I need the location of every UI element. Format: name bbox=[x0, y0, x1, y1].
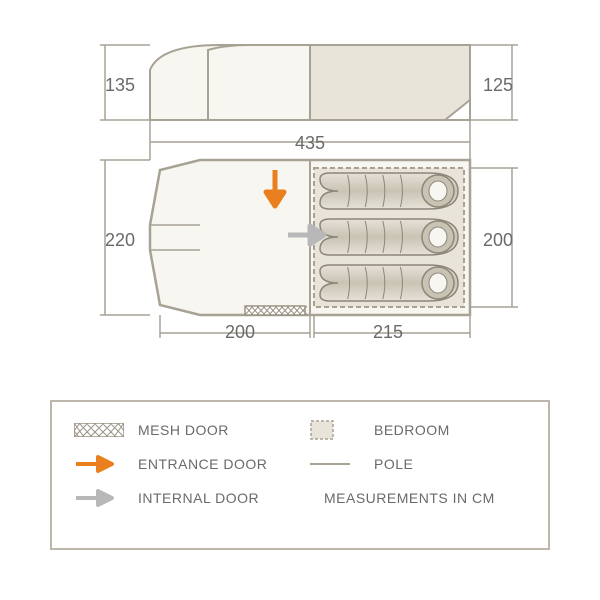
pole-icon bbox=[310, 454, 360, 474]
legend-entrance-label: ENTRANCE DOOR bbox=[138, 456, 267, 472]
mesh-icon bbox=[74, 420, 124, 440]
legend-pole-label: POLE bbox=[374, 456, 413, 472]
legend-bedroom-label: BEDROOM bbox=[374, 422, 450, 438]
dim-vestibule-length: 200 bbox=[210, 322, 270, 343]
internal-arrow-icon bbox=[74, 488, 124, 508]
legend-mesh-label: MESH DOOR bbox=[138, 422, 229, 438]
dim-total-length: 435 bbox=[260, 133, 360, 154]
legend-pole: POLE bbox=[310, 454, 526, 474]
legend-internal: INTERNAL DOOR bbox=[74, 488, 290, 508]
legend-mesh: MESH DOOR bbox=[74, 420, 290, 440]
legend-measurements-label: MEASUREMENTS IN CM bbox=[324, 490, 495, 506]
dim-plan-width: 220 bbox=[100, 230, 140, 251]
legend-internal-label: INTERNAL DOOR bbox=[138, 490, 259, 506]
legend-bedroom: BEDROOM bbox=[310, 420, 526, 440]
dim-side-right: 125 bbox=[478, 75, 518, 96]
dim-bedroom-length: 215 bbox=[358, 322, 418, 343]
entrance-arrow-icon bbox=[74, 454, 124, 474]
legend-entrance: ENTRANCE DOOR bbox=[74, 454, 290, 474]
bedroom-icon bbox=[310, 420, 360, 440]
dim-bedroom-width: 200 bbox=[478, 230, 518, 251]
legend-measurements: MEASUREMENTS IN CM bbox=[310, 488, 526, 508]
legend-box: MESH DOOR BEDROOM ENTRANCE DOOR POLE bbox=[50, 400, 550, 550]
dim-side-left: 135 bbox=[100, 75, 140, 96]
